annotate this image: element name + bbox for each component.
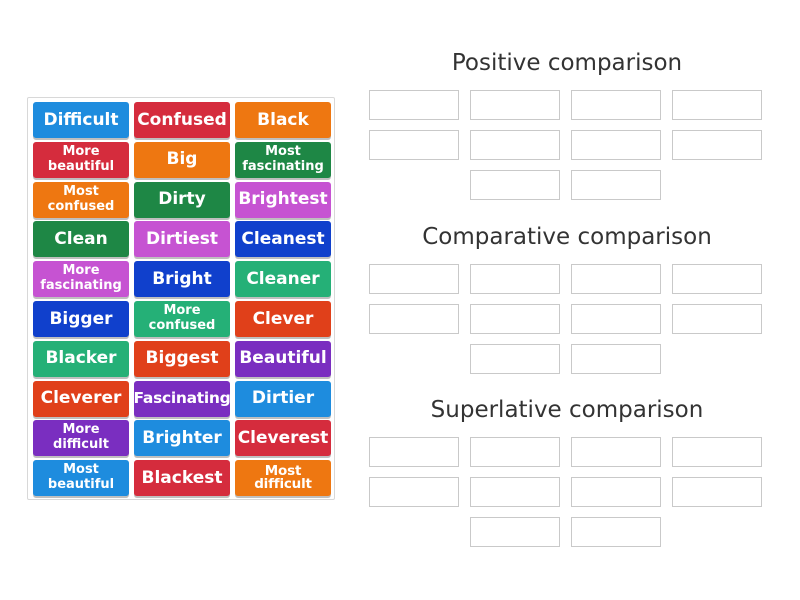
word-tile[interactable]: Difficult (33, 102, 129, 138)
word-tile[interactable]: More fascinating (33, 261, 129, 298)
word-tile[interactable]: Most confused (33, 181, 129, 218)
drop-slot[interactable] (470, 130, 560, 160)
word-tile[interactable]: Brightest (235, 181, 331, 218)
drop-slot[interactable] (369, 477, 459, 507)
drop-slot[interactable] (369, 90, 459, 120)
drop-slot[interactable] (672, 264, 762, 294)
drop-slot[interactable] (672, 477, 762, 507)
word-tile[interactable]: Beautiful (235, 340, 331, 377)
word-tile[interactable]: Clever (235, 301, 331, 337)
drop-slot[interactable] (470, 517, 560, 547)
drop-slot[interactable] (571, 477, 661, 507)
drop-slot[interactable] (470, 304, 560, 334)
word-tile[interactable]: Most fascinating (235, 141, 331, 178)
word-tile[interactable]: Bright (134, 261, 230, 298)
word-tile[interactable]: More confused (134, 301, 230, 337)
word-tile[interactable]: Cleaner (235, 261, 331, 298)
word-tile[interactable]: Cleanest (235, 221, 331, 258)
drop-slot[interactable] (571, 170, 661, 200)
word-tile[interactable]: Cleverest (235, 420, 331, 457)
word-tile[interactable]: Brighter (134, 420, 230, 457)
word-tile[interactable]: Cleverer (33, 380, 129, 417)
word-tile[interactable]: Most beautiful (33, 460, 129, 497)
word-tile-board: Difficult Confused Black More beautiful Big M… (27, 97, 335, 500)
drop-slot[interactable] (672, 90, 762, 120)
drop-slot[interactable] (470, 344, 560, 374)
word-tile[interactable]: Big (134, 141, 230, 178)
drop-slot[interactable] (470, 170, 560, 200)
drop-slot[interactable] (672, 304, 762, 334)
drop-slot[interactable] (672, 437, 762, 467)
drop-slot[interactable] (369, 264, 459, 294)
drop-slot[interactable] (470, 437, 560, 467)
word-tile[interactable]: Blacker (33, 340, 129, 377)
group-title-positive: Positive comparison (451, 50, 683, 76)
word-tile[interactable]: Dirtiest (134, 221, 230, 258)
word-tile[interactable]: Bigger (33, 301, 129, 337)
drop-slot[interactable] (369, 130, 459, 160)
drop-slot[interactable] (571, 304, 661, 334)
word-tile[interactable]: Dirty (134, 181, 230, 218)
drop-slot[interactable] (369, 304, 459, 334)
word-tile[interactable]: Blackest (134, 460, 230, 497)
group-title-comparative: Comparative comparison (422, 224, 712, 250)
drop-slot[interactable] (571, 264, 661, 294)
group-title-superlative: Superlative comparison (430, 397, 704, 423)
word-tile[interactable]: Dirtier (235, 380, 331, 417)
word-tile[interactable]: Confused (134, 102, 230, 138)
drop-slot[interactable] (571, 130, 661, 160)
drop-slot[interactable] (470, 264, 560, 294)
word-tile[interactable]: Biggest (134, 340, 230, 377)
drop-slot[interactable] (571, 90, 661, 120)
drop-slot[interactable] (571, 517, 661, 547)
word-tile[interactable]: More difficult (33, 420, 129, 457)
drop-slot[interactable] (571, 344, 661, 374)
drop-slot[interactable] (470, 90, 560, 120)
word-tile[interactable]: Most difficult (235, 460, 331, 497)
drop-slot[interactable] (369, 437, 459, 467)
word-tile[interactable]: Black (235, 102, 331, 138)
drop-slot[interactable] (672, 130, 762, 160)
word-tile[interactable]: More beautiful (33, 141, 129, 178)
word-tile[interactable]: Clean (33, 221, 129, 258)
drop-slot[interactable] (571, 437, 661, 467)
word-tile[interactable]: Fascinating (134, 380, 231, 417)
drop-slot[interactable] (470, 477, 560, 507)
